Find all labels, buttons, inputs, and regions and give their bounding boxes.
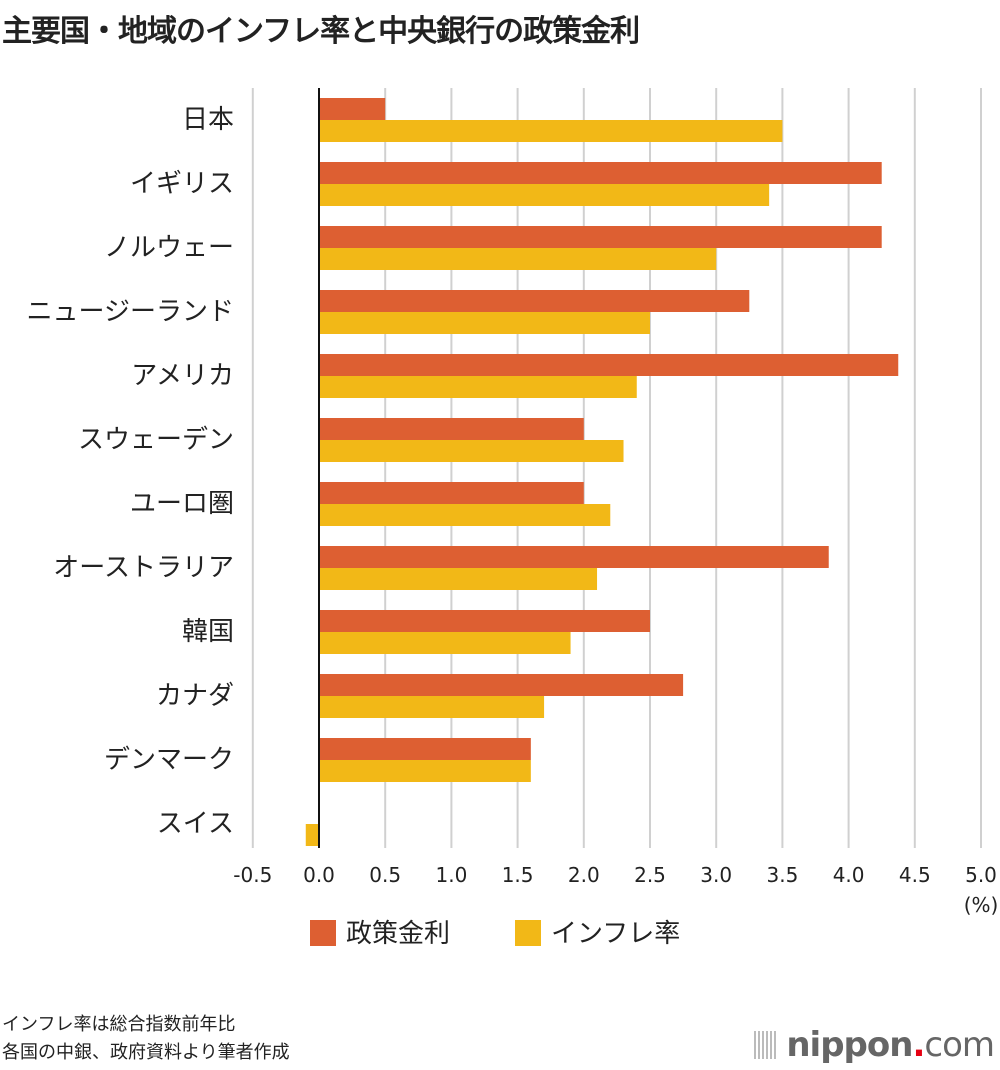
x-tick-label: 0.5 [369, 863, 401, 887]
category-label: オーストラリア [53, 553, 234, 583]
x-tick-label: 1.0 [435, 863, 467, 887]
bar-inflation [319, 312, 650, 334]
x-tick-label: 1.5 [502, 863, 534, 887]
category-label: 韓国 [182, 617, 234, 647]
logo-name: nippon [786, 1025, 913, 1065]
bar-policy-rate [319, 674, 684, 696]
bar-policy-rate [319, 98, 386, 120]
bar-policy-rate [319, 418, 584, 440]
legend-swatch [515, 920, 541, 946]
x-tick-label: 3.0 [700, 863, 732, 887]
bar-inflation [305, 824, 319, 846]
bar-inflation [319, 696, 545, 718]
bar-inflation [319, 184, 770, 206]
x-tick-label: 2.5 [634, 863, 666, 887]
bar-inflation [319, 760, 531, 782]
x-tick-label: 5.0 [965, 863, 997, 887]
logo-dot: . [912, 1025, 925, 1065]
bar-policy-rate [319, 162, 882, 184]
legend-label: 政策金利 [346, 919, 450, 949]
unit-label: (%) [964, 893, 999, 917]
bar-policy-rate [319, 482, 584, 504]
x-tick-label: 0.0 [303, 863, 335, 887]
x-tick-label: -0.5 [233, 863, 272, 887]
chart-title: 主要国・地域のインフレ率と中央銀行の政策金利 [2, 14, 640, 49]
bar-policy-rate [319, 226, 882, 248]
category-label: ユーロ圏 [130, 489, 234, 519]
bar-inflation [319, 248, 717, 270]
nippon-logo: nippon.com [754, 1025, 995, 1065]
bar-inflation [319, 440, 624, 462]
bar-chart: -0.5 0.0 0.5 1.0 1.5 2.0 2.5 3.0 3.5 4.0 4.5 5.0 (%)… [27, 88, 999, 949]
x-tick-label: 4.5 [899, 863, 931, 887]
bar-policy-rate [319, 354, 899, 376]
category-label: デンマーク [104, 745, 234, 775]
legend-swatch [310, 920, 336, 946]
category-label: ニュージーランド [27, 297, 234, 327]
legend-label: インフレ率 [551, 919, 680, 949]
category-label: スウェーデン [78, 425, 234, 455]
category-label: イギリス [130, 169, 234, 199]
category-label: アメリカ [131, 361, 234, 391]
bar-inflation [319, 504, 611, 526]
bar-policy-rate [319, 738, 531, 760]
category-label: スイス [157, 809, 234, 839]
category-label: カナダ [156, 681, 234, 711]
bar-inflation [319, 376, 637, 398]
x-tick-label: 2.0 [568, 863, 600, 887]
footnote-1: インフレ率は総合指数前年比 [2, 1014, 236, 1035]
logo-bars-icon [754, 1031, 779, 1059]
bar-inflation [319, 120, 783, 142]
logo-suffix: com [924, 1025, 995, 1065]
x-tick-label: 4.0 [833, 863, 865, 887]
category-label: 日本 [182, 105, 234, 135]
x-tick-label: 3.5 [766, 863, 798, 887]
footnote-2: 各国の中銀、政府資料より筆者作成 [2, 1042, 290, 1063]
category-label: ノルウェー [104, 233, 234, 263]
bar-policy-rate [319, 290, 750, 312]
bar-inflation [319, 632, 571, 654]
bar-policy-rate [319, 610, 650, 632]
bar-policy-rate [319, 546, 829, 568]
bar-inflation [319, 568, 598, 590]
